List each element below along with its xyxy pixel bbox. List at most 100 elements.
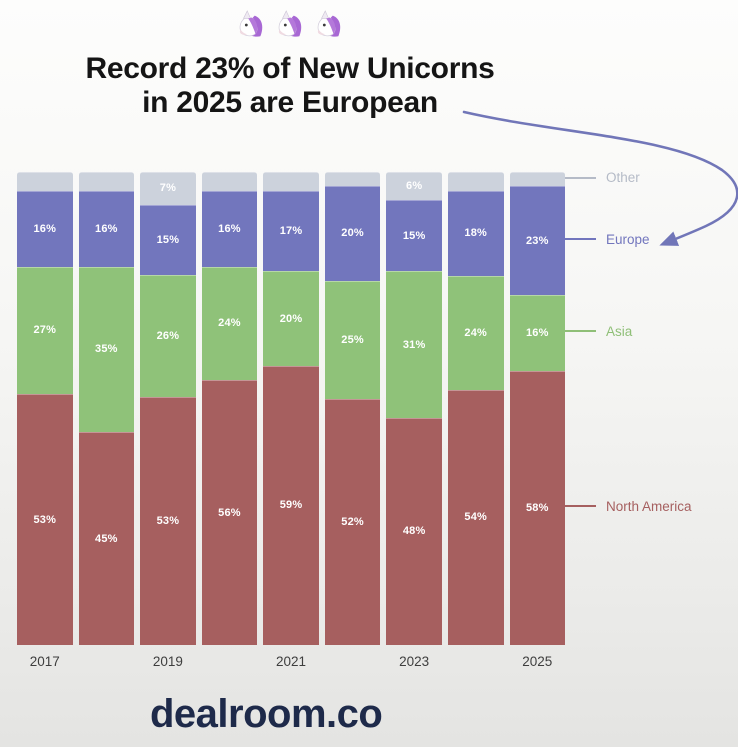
segment-value-label: 16% bbox=[33, 222, 57, 235]
bar-segment: 17% bbox=[263, 190, 319, 272]
legend-item-north-america: North America bbox=[565, 499, 692, 514]
bar-segment: 27% bbox=[17, 266, 73, 395]
bar-segment: 45% bbox=[78, 432, 135, 645]
segment-value-label: 52% bbox=[341, 516, 364, 528]
segment-value-label: 23% bbox=[525, 234, 549, 247]
bar-segment bbox=[509, 172, 566, 187]
segment-value-label: 27% bbox=[33, 324, 57, 337]
unicorn-icon bbox=[278, 10, 302, 37]
segment-value-label: 58% bbox=[525, 501, 549, 514]
bar-segment: 31% bbox=[386, 271, 442, 418]
bar-segment: 16% bbox=[78, 190, 135, 267]
bar-segment: 56% bbox=[201, 380, 258, 645]
brand-logo: dealroom.co bbox=[150, 692, 383, 736]
bar-segment: 53% bbox=[140, 396, 196, 645]
bar-segment: 26% bbox=[140, 275, 196, 397]
bar-column-2021: 17% 20% 59% 2021 bbox=[263, 172, 319, 674]
bar-segment: 48% bbox=[386, 417, 442, 645]
segment-value-label: 20% bbox=[341, 227, 364, 240]
bar-stack: 7% 15% 26% 53% bbox=[140, 172, 196, 645]
bar-stack: 16% 24% 56% bbox=[201, 172, 258, 645]
bar-stack: 17% 20% 59% bbox=[263, 172, 319, 645]
bar-column-2023: 6% 15% 31% 48% 2023 bbox=[386, 172, 442, 674]
legend-item-asia: Asia bbox=[565, 324, 632, 339]
segment-value-label: 25% bbox=[341, 333, 364, 346]
bar-segment: 25% bbox=[324, 280, 381, 400]
legend-label: Other bbox=[606, 170, 640, 186]
segment-value-label: 59% bbox=[279, 499, 303, 512]
segment-value-label: 35% bbox=[95, 343, 118, 356]
segment-value-label: 7% bbox=[159, 182, 177, 195]
segment-value-label: 20% bbox=[279, 312, 303, 325]
bar-segment: 16% bbox=[201, 190, 258, 267]
x-axis-label bbox=[448, 654, 504, 674]
title-line-1: Record 23% of New Unicorns bbox=[85, 52, 495, 85]
bar-segment: 15% bbox=[140, 204, 196, 276]
segment-value-label: 56% bbox=[218, 506, 241, 519]
legend-connector bbox=[565, 505, 596, 508]
x-axis-label: 2023 bbox=[399, 654, 430, 669]
segment-value-label: 16% bbox=[218, 222, 241, 235]
legend: Other Europe Asia North America bbox=[565, 170, 738, 645]
bar-segment bbox=[447, 172, 504, 191]
bar-segment: 53% bbox=[17, 394, 73, 645]
unicorn-icon bbox=[317, 10, 341, 37]
x-axis-label: 2019 bbox=[152, 654, 183, 669]
segment-value-label: 48% bbox=[402, 525, 426, 538]
segment-value-label: 16% bbox=[95, 222, 118, 235]
bar-segment: 20% bbox=[263, 271, 319, 366]
bar-segment bbox=[263, 172, 319, 191]
legend-label: Asia bbox=[606, 323, 633, 339]
legend-label: Europe bbox=[606, 231, 650, 247]
bar-segment: 23% bbox=[509, 186, 566, 295]
legend-connector bbox=[565, 176, 596, 179]
unicorn-icon bbox=[239, 10, 263, 37]
legend-item-europe: Europe bbox=[565, 232, 650, 247]
bar-stack: 16% 35% 45% bbox=[78, 172, 135, 645]
bar-segment bbox=[201, 172, 258, 191]
bar-segment: 6% bbox=[386, 172, 442, 201]
bar-segment bbox=[324, 172, 381, 187]
bar-stack: 18% 24% 54% bbox=[447, 172, 504, 645]
legend-item-other: Other bbox=[565, 170, 640, 185]
bar-segment: 16% bbox=[17, 190, 73, 267]
header: Record 23% of New Unicorns in 2025 are E… bbox=[0, 10, 580, 120]
segment-value-label: 15% bbox=[402, 229, 426, 242]
bar-segment: 7% bbox=[140, 172, 196, 205]
bar-stack: 16% 27% 53% bbox=[17, 172, 73, 645]
bar-column-2020: 16% 24% 56% bbox=[201, 172, 258, 674]
title-line-2: in 2025 are European bbox=[142, 86, 438, 119]
bar-column-2019: 7% 15% 26% 53% 2019 bbox=[140, 172, 196, 674]
bar-column-2022: 20% 25% 52% bbox=[324, 172, 381, 674]
legend-connector bbox=[565, 238, 596, 241]
segment-value-label: 16% bbox=[525, 326, 549, 339]
x-axis-label: 2021 bbox=[276, 654, 307, 669]
bar-segment: 52% bbox=[324, 399, 381, 645]
segment-value-label: 17% bbox=[279, 225, 303, 238]
segment-value-label: 24% bbox=[464, 326, 488, 339]
bar-stack: 23% 16% 58% bbox=[509, 172, 566, 645]
bar-segment bbox=[78, 172, 135, 191]
legend-label: North America bbox=[606, 498, 692, 514]
segment-value-label: 53% bbox=[156, 514, 180, 527]
bar-segment bbox=[17, 172, 73, 191]
bar-segment: 35% bbox=[78, 266, 135, 433]
bar-segment: 24% bbox=[447, 276, 504, 390]
bar-column-2017: 16% 27% 53% 2017 bbox=[17, 172, 73, 674]
bar-segment: 54% bbox=[447, 389, 504, 645]
x-axis-label: 2025 bbox=[522, 654, 553, 669]
segment-value-label: 26% bbox=[156, 329, 180, 342]
bar-segment: 18% bbox=[447, 190, 504, 277]
bar-segment: 24% bbox=[201, 266, 258, 381]
segment-value-label: 15% bbox=[156, 233, 180, 246]
stacked-bar-chart: 16% 27% 53% 2017 16% 35% 45% 7% 15% 26% 53% 2019 16%… bbox=[17, 172, 566, 674]
x-axis-label bbox=[79, 654, 135, 674]
bar-segment: 59% bbox=[263, 365, 319, 645]
bar-segment: 15% bbox=[386, 200, 442, 272]
bar-stack: 20% 25% 52% bbox=[324, 172, 381, 645]
segment-value-label: 6% bbox=[406, 180, 423, 193]
bar-column-2025: 23% 16% 58% 2025 bbox=[509, 172, 566, 674]
bar-column-2018: 16% 35% 45% bbox=[78, 172, 135, 674]
segment-value-label: 24% bbox=[218, 317, 241, 330]
